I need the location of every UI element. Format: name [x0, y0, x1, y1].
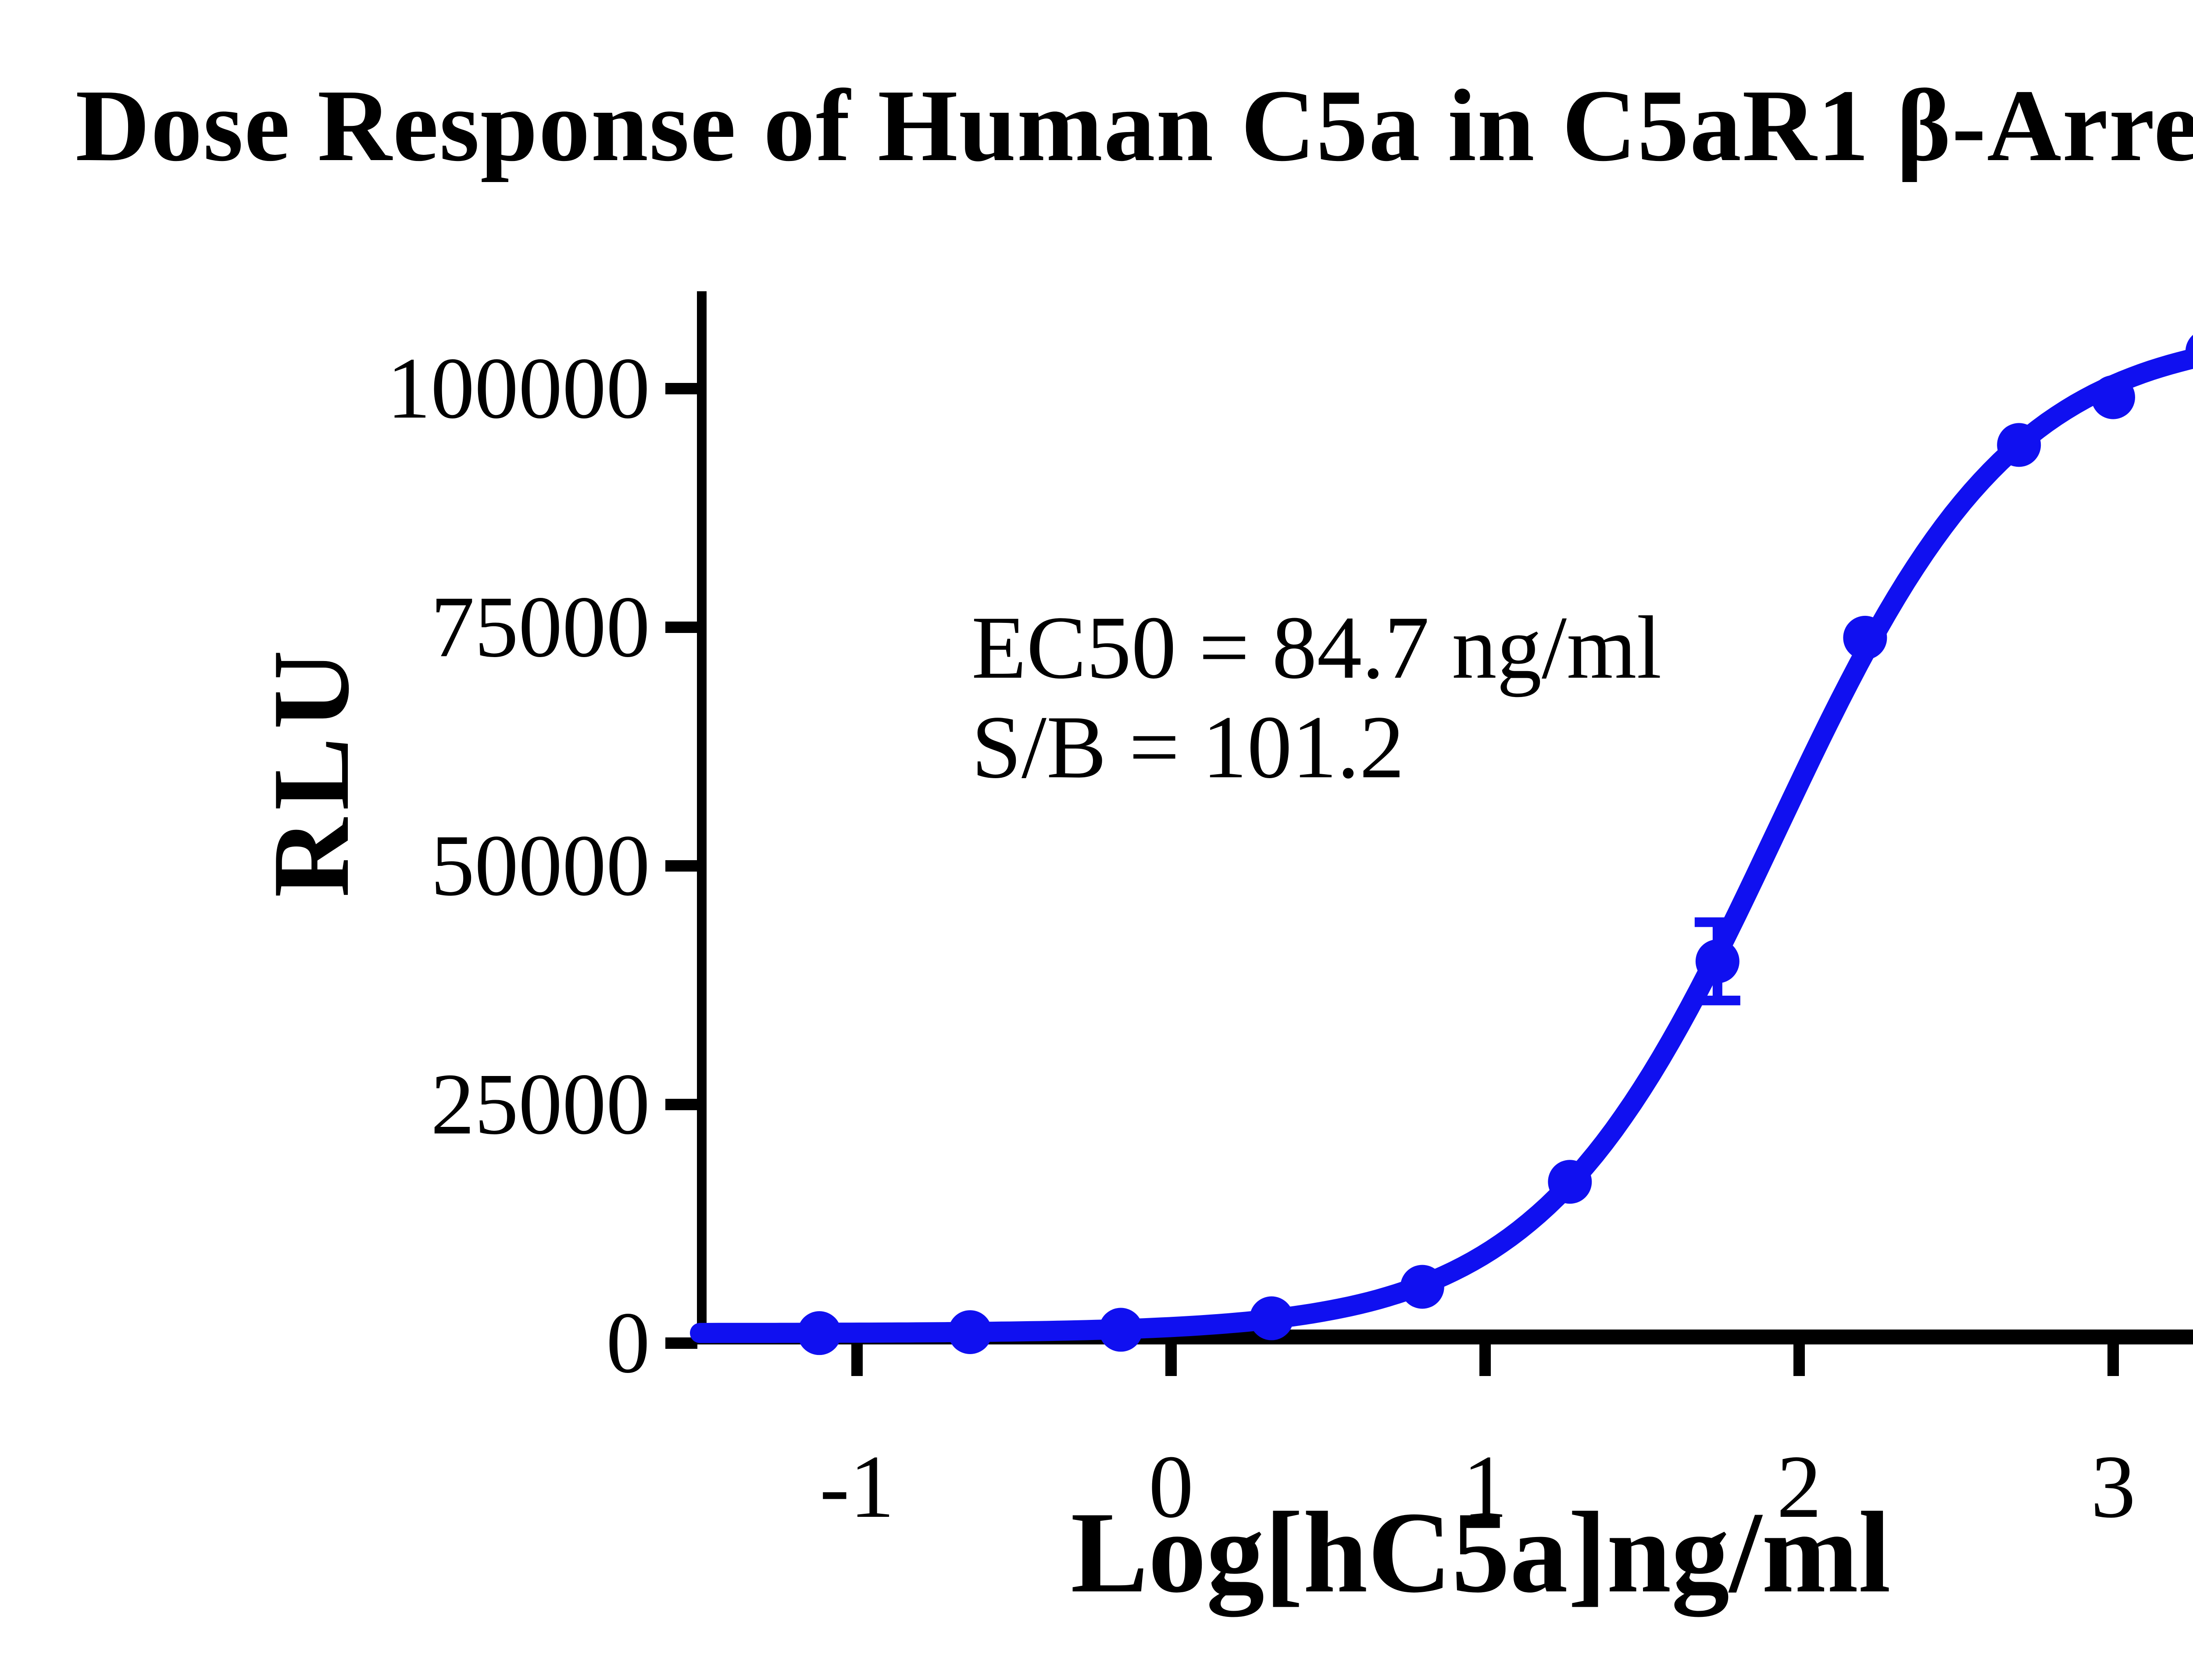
data-point [1997, 423, 2041, 467]
data-point [1695, 939, 1739, 983]
data-point [1099, 1308, 1143, 1352]
sb-text: S/B = 101.2 [971, 697, 1405, 797]
y-tick-label: 25000 [431, 1056, 650, 1153]
y-tick-label: 50000 [431, 817, 650, 914]
x-tick-label: 3 [2091, 1437, 2136, 1537]
x-tick-label: -1 [820, 1437, 895, 1537]
data-point [1400, 1265, 1444, 1309]
y-tick-label: 0 [606, 1294, 650, 1391]
data-point [948, 1310, 992, 1354]
chart-title: Dose Response of Human C5a in C5aR1 β-Ar… [0, 74, 2193, 177]
data-point [1250, 1296, 1294, 1340]
y-tick-label: 75000 [431, 579, 650, 676]
x-tick-label: 2 [1777, 1437, 1822, 1537]
data-point [2185, 335, 2193, 368]
data-point [1548, 1160, 1592, 1204]
x-axis-title: Log[hC5a]ng/ml [1071, 1488, 1891, 1617]
ec50-text: EC50 = 84.7 ng/ml [971, 598, 1662, 697]
data-point [2091, 375, 2135, 419]
fit-curve [690, 348, 2193, 1343]
chart-title-text: Dose Response of Human C5a in C5aR1 β-Ar… [75, 68, 2193, 182]
fit-annotation: EC50 = 84.7 ng/ml S/B = 101.2 [971, 598, 1661, 797]
x-tick-label: 0 [1149, 1437, 1194, 1537]
y-tick-label: 100000 [387, 340, 650, 437]
x-tick-label: 1 [1463, 1437, 1508, 1537]
data-point [797, 1311, 842, 1355]
data-point [1843, 615, 1887, 660]
